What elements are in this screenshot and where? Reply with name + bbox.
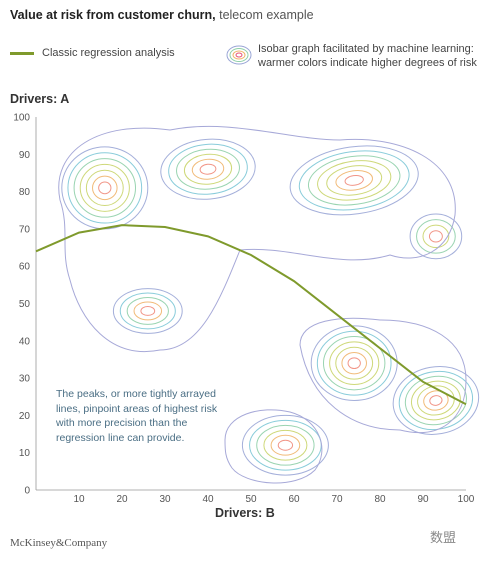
risk-peak-contour: [344, 174, 364, 186]
risk-peak-contour: [329, 341, 380, 385]
envelope-contour: [224, 409, 323, 484]
x-tick-label: 50: [245, 494, 257, 505]
x-tick-label: 60: [288, 494, 300, 505]
risk-peak-contour: [191, 158, 225, 180]
risk-peak-contour: [73, 158, 137, 218]
risk-peak-contour: [341, 352, 367, 375]
risk-peak-contour: [176, 148, 240, 190]
risk-peak-contour: [183, 153, 233, 185]
y-tick-label: 90: [19, 150, 31, 161]
x-tick-label: 20: [116, 494, 128, 505]
risk-peak-contour: [168, 143, 248, 195]
regression-line: [35, 224, 467, 406]
risk-peak-contour: [112, 288, 183, 334]
watermark: 数盟: [430, 530, 457, 545]
risk-peak-contour: [347, 357, 361, 370]
risk-peak-contour: [61, 146, 149, 230]
risk-peak-contour: [410, 380, 461, 421]
chart-annotation: The peaks, or more tightly arrayed lines…: [56, 388, 218, 444]
y-tick-label: 0: [24, 486, 30, 497]
risk-peak-contour: [409, 213, 463, 260]
risk-peak-contour: [67, 152, 143, 224]
risk-peak-contour: [79, 163, 130, 212]
risk-peak-contour: [317, 160, 392, 201]
risk-peak-contour: [316, 330, 392, 396]
risk-peak-contour: [270, 434, 301, 456]
risk-peak-contour: [428, 230, 443, 243]
x-axis-label: Drivers: B: [215, 506, 275, 520]
y-tick-label: 40: [19, 336, 31, 347]
risk-peak-contour: [85, 169, 124, 206]
risk-peak-contour: [263, 429, 308, 461]
risk-peak-contour: [335, 346, 374, 380]
y-tick-label: 30: [19, 374, 31, 385]
y-tick-label: 100: [13, 113, 30, 124]
risk-peak-contour: [289, 145, 419, 216]
legend-isobar: Isobar graph facilitated by machine lear…: [226, 42, 491, 70]
legend-isobar-label: Isobar graph facilitated by machine lear…: [258, 43, 477, 69]
envelope-contour: [58, 125, 456, 352]
risk-peak-contour: [277, 439, 294, 451]
risk-peak-contour: [241, 414, 329, 476]
risk-peak-contour: [392, 366, 480, 435]
y-tick-label: 10: [19, 448, 31, 459]
y-axis-label: Drivers: A: [10, 92, 70, 106]
risk-peak-contour: [322, 336, 386, 391]
x-tick-label: 100: [458, 494, 475, 505]
y-tick-label: 80: [19, 187, 31, 198]
risk-peak-contour: [249, 419, 322, 471]
brand-logo: McKinsey&Company: [10, 537, 108, 549]
risk-peak-contour: [310, 325, 398, 401]
risk-peak-contour: [133, 301, 163, 321]
risk-peak-contour: [160, 138, 256, 200]
risk-peak-contour: [423, 390, 449, 411]
title-subtitle: telecom example: [215, 8, 314, 22]
risk-peak-contour: [429, 395, 443, 406]
risk-peak-contour: [307, 155, 401, 206]
risk-peak-contour: [92, 175, 118, 201]
risk-peak-contour: [256, 424, 315, 466]
title-bold: Value at risk from customer churn,: [10, 8, 216, 22]
risk-peak-contour: [298, 150, 410, 211]
risk-peak-contour: [98, 181, 112, 195]
envelope-contour: [299, 317, 467, 434]
risk-peak-contour: [119, 292, 176, 330]
risk-peak-contour: [140, 305, 156, 316]
x-tick-label: 40: [202, 494, 214, 505]
x-tick-label: 30: [159, 494, 171, 505]
legend-regression-label: Classic regression analysis: [42, 47, 175, 59]
isobar-icon: [226, 45, 252, 65]
y-tick-label: 20: [19, 411, 31, 422]
risk-peak-contour: [326, 165, 383, 196]
y-tick-label: 70: [19, 224, 31, 235]
x-tick-label: 70: [331, 494, 343, 505]
risk-peak-contour: [199, 163, 217, 175]
regression-swatch: [10, 51, 34, 55]
y-tick-label: 60: [19, 262, 31, 273]
chart-title: Value at risk from customer churn, telec…: [10, 8, 314, 22]
x-tick-label: 90: [417, 494, 429, 505]
risk-peak-contour: [335, 170, 373, 191]
x-tick-label: 10: [73, 494, 85, 505]
risk-peak-contour: [404, 375, 467, 426]
y-tick-label: 50: [19, 299, 31, 310]
risk-peak-contour: [422, 224, 450, 249]
risk-peak-contour: [416, 219, 456, 254]
legend-regression: Classic regression analysis: [10, 47, 175, 59]
risk-peak-contour: [126, 297, 169, 325]
x-tick-label: 80: [374, 494, 386, 505]
risk-peak-contour: [398, 370, 474, 431]
